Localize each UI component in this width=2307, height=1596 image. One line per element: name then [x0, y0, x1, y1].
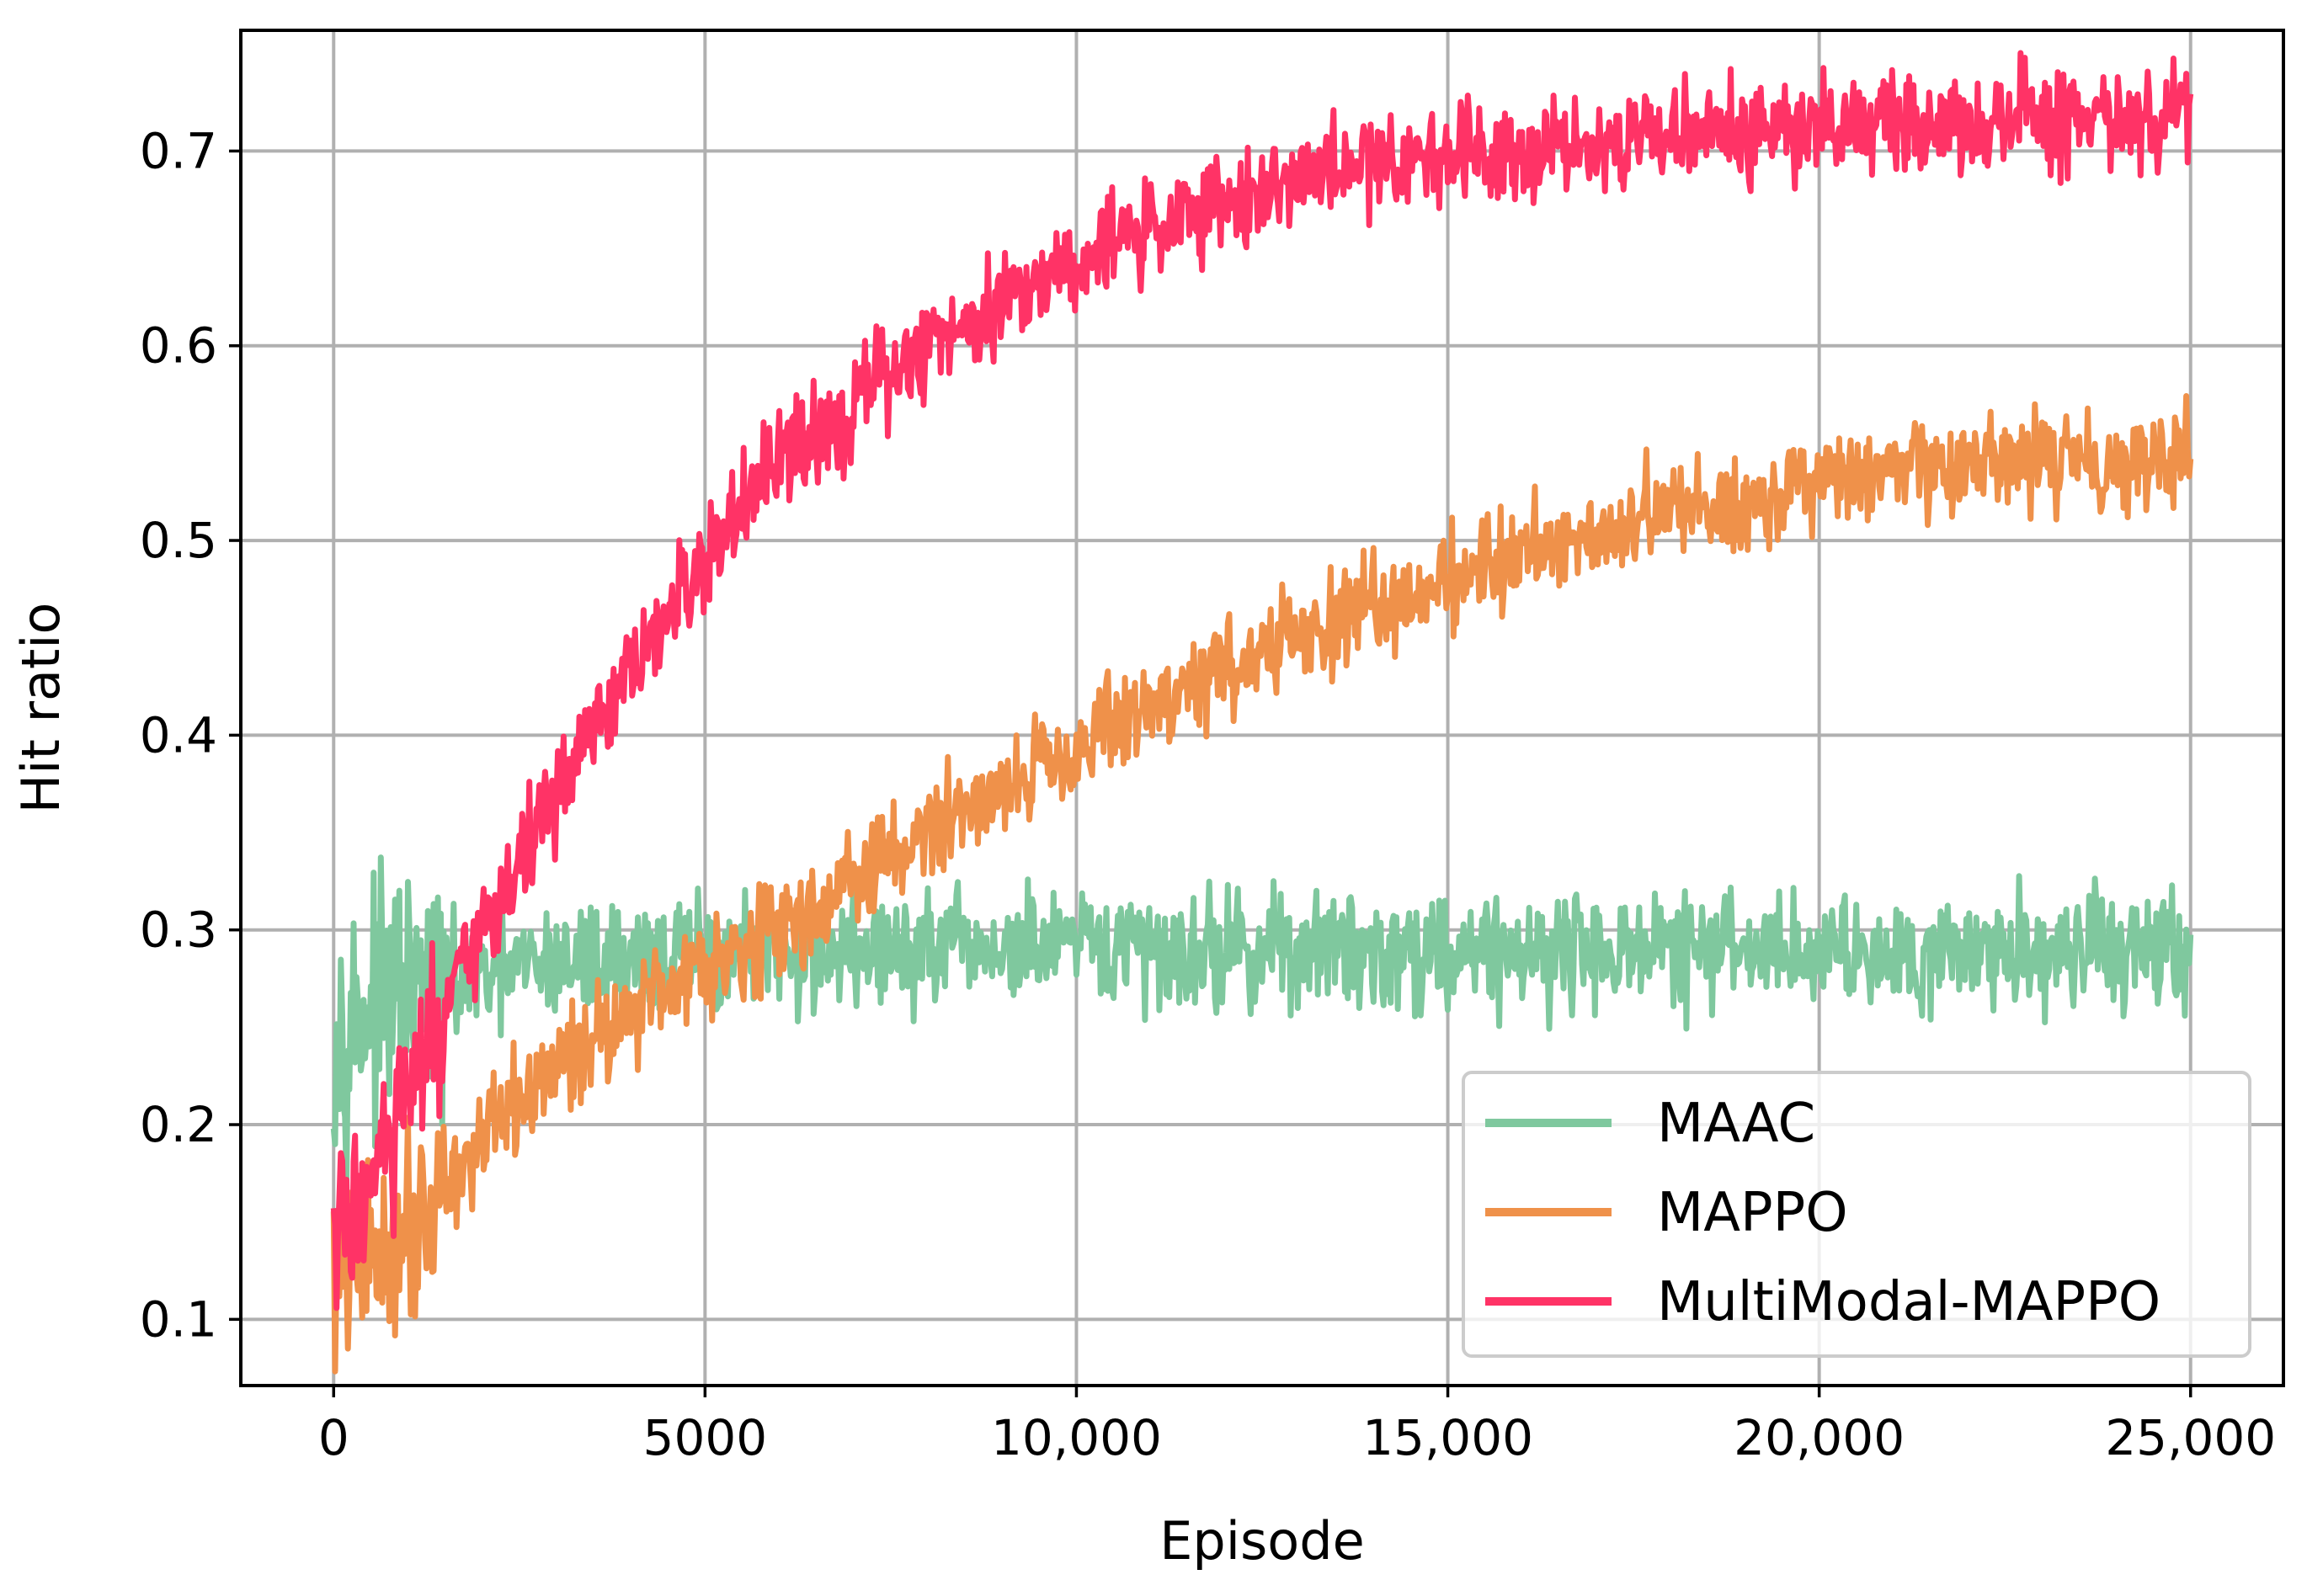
y-tick-label: 0.5: [140, 512, 217, 569]
series-line-mappo: [330, 393, 2194, 1375]
y-tick-label: 0.3: [140, 902, 217, 959]
legend: MAAC MAPPO MultiModal-MAPPO: [1462, 1071, 2251, 1358]
x-axis: 0 5000 10,000 15,000 20,000 25,000: [318, 1386, 2276, 1466]
legend-label-mappo: MAPPO: [1657, 1182, 1848, 1244]
y-tick-label: 0.6: [140, 317, 217, 375]
x-tick-label: 25,000: [2105, 1409, 2276, 1466]
legend-box: [1462, 1071, 2251, 1358]
y-tick-label: 0.1: [140, 1290, 217, 1348]
y-tick-label: 0.4: [140, 706, 217, 763]
y-axis-label: Hit ratio: [10, 603, 72, 814]
x-tick-label: 10,000: [991, 1409, 1162, 1466]
y-tick-label: 0.2: [140, 1096, 217, 1153]
legend-label-multimodal-mappo: MultiModal-MAPPO: [1657, 1271, 2160, 1333]
legend-label-maac: MAAC: [1657, 1093, 1815, 1155]
x-axis-label: Episode: [1159, 1510, 1365, 1572]
y-tick-label: 0.7: [140, 122, 217, 179]
x-tick-label: 20,000: [1734, 1409, 1905, 1466]
x-tick-label: 15,000: [1362, 1409, 1533, 1466]
y-axis: 0.1 0.2 0.3 0.4 0.5 0.6 0.7: [140, 122, 241, 1348]
x-tick-label: 0: [318, 1409, 349, 1466]
plot-frame: [239, 29, 2285, 1387]
x-tick-label: 5000: [643, 1409, 768, 1466]
series-line-multimodal-mappo: [330, 50, 2194, 1311]
series-layer: [330, 50, 2194, 1375]
